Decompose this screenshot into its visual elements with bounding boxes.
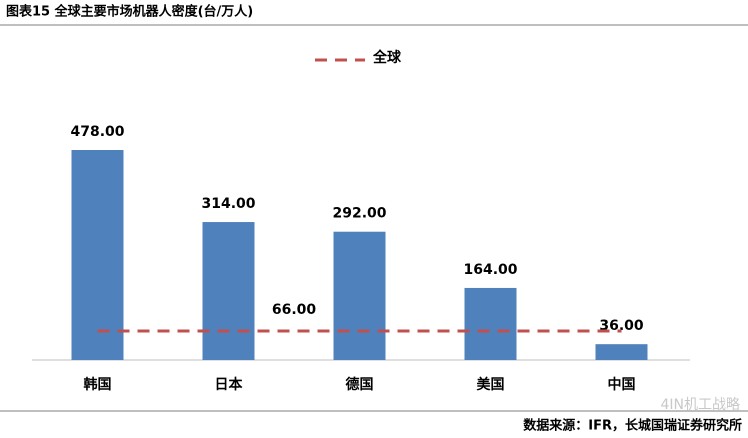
bar — [595, 344, 648, 360]
x-tick-label: 日本 — [215, 376, 244, 393]
value-label: 478.00 — [70, 124, 124, 140]
value-label: 36.00 — [599, 318, 644, 334]
x-tick-label: 德国 — [346, 376, 374, 393]
bar — [464, 287, 517, 360]
source: 数据来源：IFR，长城国瑞证券研究所 — [523, 418, 742, 434]
legend-label: 全球 — [372, 49, 402, 66]
bar — [333, 231, 386, 360]
x-tick-label: 美国 — [477, 376, 505, 393]
value-label: 164.00 — [463, 262, 517, 278]
chart-title: 图表15 全球主要市场机器人密度(台/万人) — [6, 4, 253, 20]
reference-label: 66.00 — [272, 302, 317, 318]
value-label: 292.00 — [332, 206, 386, 222]
bar — [202, 222, 255, 360]
value-label: 314.00 — [201, 196, 255, 212]
watermark: 4IN机工战略 — [660, 397, 740, 413]
bar — [71, 150, 124, 360]
x-tick-label: 中国 — [608, 376, 636, 393]
x-tick-label: 韩国 — [84, 376, 112, 393]
